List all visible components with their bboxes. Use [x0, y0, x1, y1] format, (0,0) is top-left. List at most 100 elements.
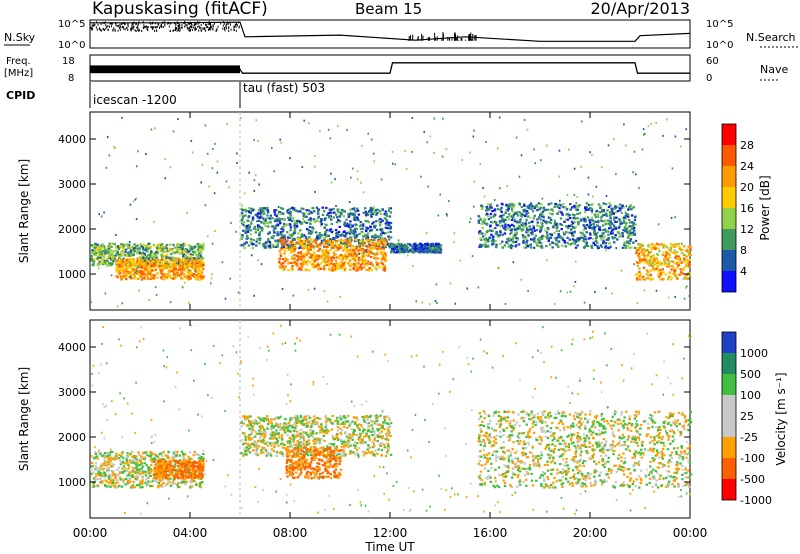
heatmap-cell: [342, 263, 345, 266]
heatmap-cell: [581, 236, 584, 239]
heatmap-cell: [148, 272, 152, 276]
heatmap-cell: [178, 248, 182, 251]
heatmap-cell: [654, 245, 657, 248]
heatmap-cell: [368, 267, 371, 270]
heatmap-cell: [335, 241, 338, 244]
heatmap-scatter-cell: [301, 166, 304, 169]
heatmap-cell: [191, 253, 194, 256]
heatmap-cell: [309, 232, 313, 235]
heatmap-scatter-cell: [360, 181, 362, 184]
heatmap-cell: [307, 241, 310, 244]
heatmap-cell: [335, 267, 339, 271]
heatmap-cell: [324, 261, 327, 264]
heatmap-cell: [596, 241, 599, 244]
heatmap-cell: [182, 263, 185, 266]
heatmap-scatter-cell: [655, 289, 658, 292]
heatmap-cell: [481, 205, 485, 208]
heatmap-scatter-cell: [679, 145, 682, 148]
heatmap-cell: [122, 245, 125, 248]
heatmap-cell: [378, 239, 382, 242]
heatmap-cell: [320, 224, 323, 227]
heatmap-cell: [563, 241, 566, 244]
heatmap-cell: [164, 277, 167, 280]
heatmap-cell: [149, 262, 152, 265]
heatmap-cell: [685, 273, 689, 276]
heatmap-cell: [184, 479, 187, 482]
heatmap-scatter-cell: [334, 178, 336, 181]
heatmap-cell: [114, 475, 117, 478]
heatmap-cell: [156, 272, 160, 275]
heatmap-cell: [308, 246, 311, 249]
heatmap-cell: [600, 238, 603, 241]
heatmap-cell: [492, 235, 495, 238]
heatmap-cell: [255, 214, 258, 217]
heatmap-cell: [546, 233, 549, 236]
heatmap-cell: [638, 267, 641, 270]
heatmap-cell: [287, 236, 290, 239]
heatmap-cell: [140, 278, 144, 281]
heatmap-scatter-cell: [439, 251, 441, 254]
heatmap-scatter-cell: [559, 199, 561, 202]
heatmap-cell: [342, 234, 346, 237]
heatmap-cell: [639, 261, 643, 264]
heatmap-cell: [99, 451, 102, 454]
heatmap-cell: [569, 208, 572, 211]
heatmap-cell: [340, 243, 343, 247]
heatmap-cell: [591, 211, 594, 214]
heatmap-scatter-cell: [211, 273, 213, 275]
heatmap-cell: [682, 267, 686, 270]
heatmap-cell: [128, 266, 131, 269]
heatmap-cell: [518, 211, 521, 214]
heatmap-scatter-cell: [597, 221, 600, 224]
heatmap-cell: [153, 266, 157, 269]
heatmap-cell: [337, 266, 341, 270]
heatmap-cell: [520, 228, 523, 231]
heatmap-scatter-cell: [237, 291, 240, 294]
heatmap-cell: [356, 249, 360, 252]
heatmap-cell: [556, 212, 559, 215]
heatmap-cell: [266, 211, 270, 214]
heatmap-cell: [190, 247, 193, 250]
heatmap-cell: [397, 242, 400, 245]
heatmap-cell: [156, 248, 159, 251]
heatmap-scatter-cell: [498, 267, 500, 270]
heatmap-scatter-cell: [104, 292, 107, 295]
heatmap-scatter-cell: [221, 261, 224, 264]
heatmap-cell: [541, 225, 544, 228]
heatmap-cell: [108, 484, 111, 487]
heatmap-cell: [508, 228, 511, 231]
heatmap-scatter-cell: [314, 155, 316, 158]
heatmap-cell: [192, 257, 195, 260]
heatmap-cell: [649, 264, 653, 267]
heatmap-cell: [340, 238, 343, 241]
heatmap-cell: [590, 218, 593, 221]
heatmap-cell: [169, 263, 173, 267]
heatmap-cell: [502, 213, 505, 217]
heatmap-cell: [362, 224, 365, 227]
heatmap-cell: [119, 252, 123, 255]
heatmap-scatter-cell: [326, 300, 329, 303]
heatmap-cell: [353, 213, 356, 216]
heatmap-cell: [351, 232, 354, 235]
heatmap-cell: [292, 247, 295, 251]
heatmap-cell: [399, 244, 402, 247]
heatmap-cell: [588, 219, 591, 222]
heatmap-cell: [117, 265, 120, 268]
heatmap-cell: [299, 229, 302, 232]
heatmap-cell: [126, 266, 129, 269]
heatmap-scatter-cell: [515, 136, 518, 139]
heatmap-scatter-cell: [337, 124, 339, 127]
heatmap-cell: [120, 278, 123, 281]
heatmap-cell: [572, 226, 575, 230]
heatmap-cell: [122, 263, 125, 266]
heatmap-cell: [145, 249, 149, 252]
heatmap-cell: [267, 238, 270, 241]
heatmap-cell: [327, 241, 330, 244]
heatmap-cell: [348, 214, 351, 217]
heatmap-scatter-cell: [90, 301, 92, 304]
heatmap-cell: [390, 246, 393, 249]
heatmap-cell: [143, 252, 146, 255]
heatmap-cell: [509, 203, 512, 206]
heatmap-cell: [245, 227, 248, 230]
heatmap-cell: [197, 278, 200, 281]
